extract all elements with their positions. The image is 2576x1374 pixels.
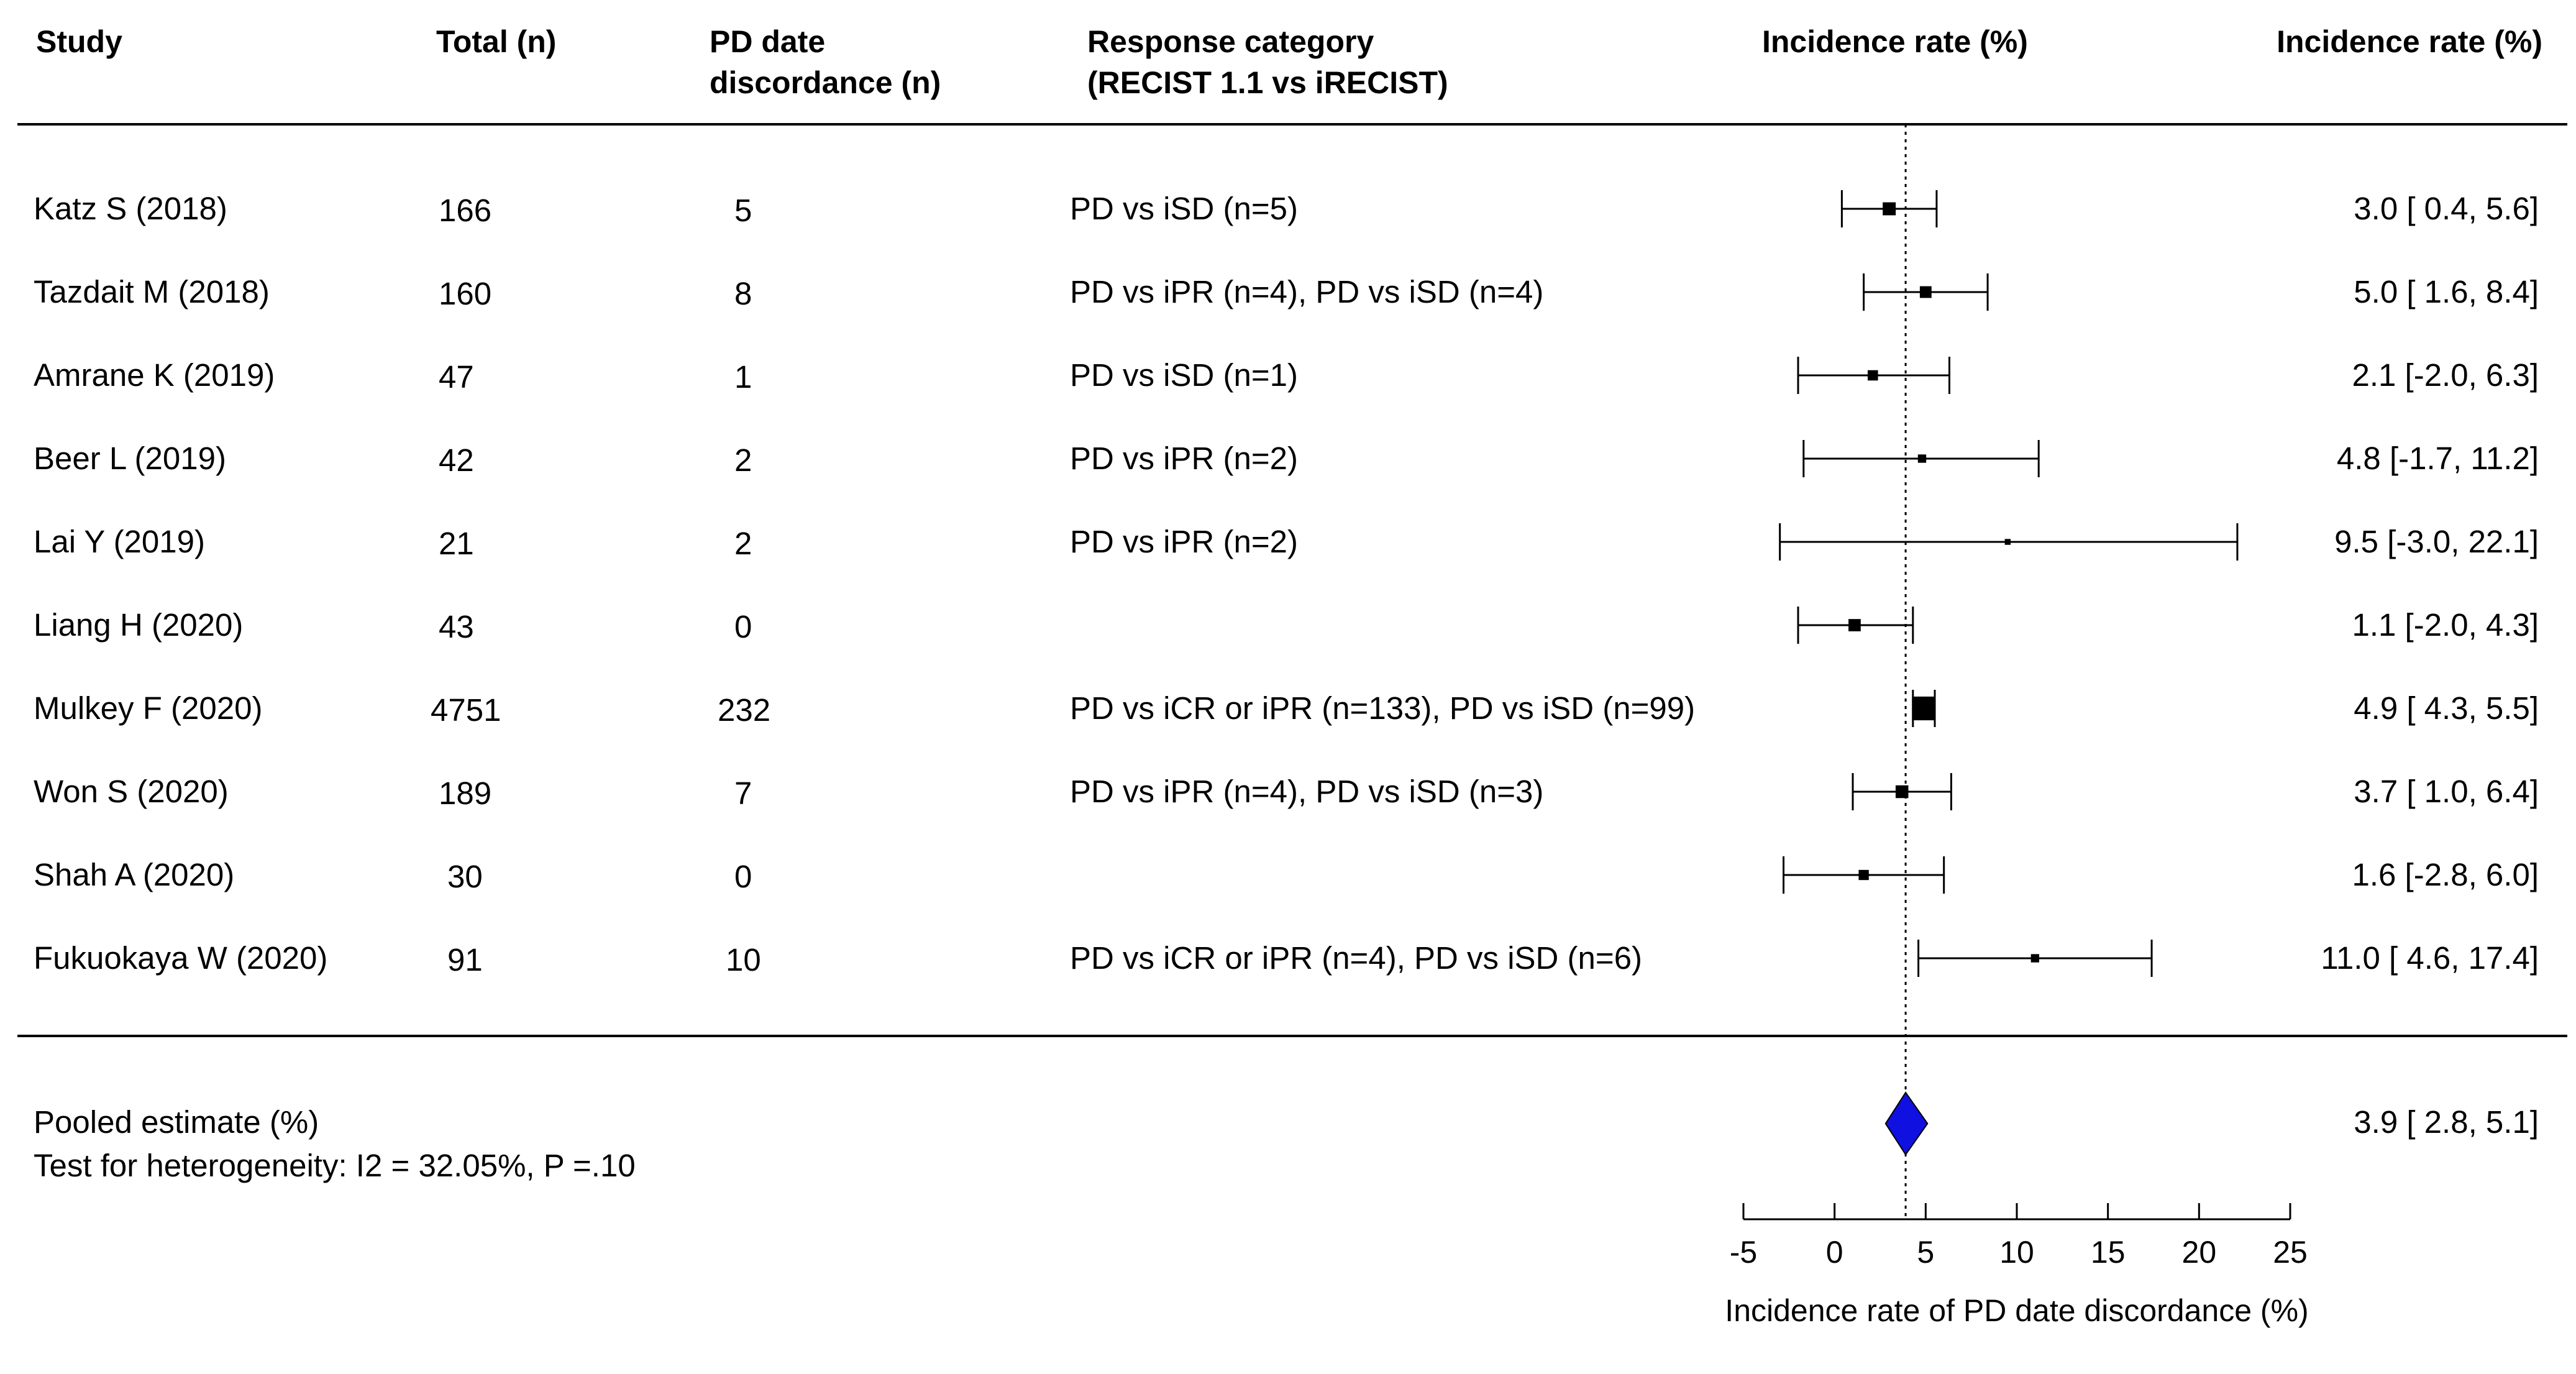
row-pd-discordance: 2 [734,526,752,561]
row-study-name: Fukuokaya W (2020) [34,940,328,976]
pooled-label: Pooled estimate (%) [34,1104,319,1140]
row-estimate-text: 5.0 [ 1.6, 8.4] [2354,274,2539,309]
point-estimate [1895,785,1909,799]
header-pd-line1: PD date [710,24,826,59]
row-estimate-text: 11.0 [ 4.6, 17.4] [2321,940,2539,976]
row-response: PD vs iCR or iPR (n=133), PD vs iSD (n=9… [1070,690,1696,726]
row-pd-discordance: 0 [734,609,752,644]
pooled-divider [17,1035,2567,1037]
row-total: 166 [439,193,492,228]
header-response-line2: (RECIST 1.1 vs iRECIST) [1087,65,1448,100]
row-estimate-text: 4.8 [-1.7, 11.2] [2336,441,2539,476]
point-estimate [2004,539,2011,545]
header-plot-incidence: Incidence rate (%) [1762,24,2028,59]
header-pd-discordance: PD date discordance (n) [710,21,941,103]
point-estimate [2030,954,2040,963]
row-response: PD vs iPR (n=4), PD vs iSD (n=4) [1070,274,1544,309]
row-estimate-text: 1.6 [-2.8, 6.0] [2352,857,2539,892]
row-study-name: Liang H (2020) [34,607,244,643]
row-study-name: Won S (2020) [34,774,229,809]
heterogeneity-test: Test for heterogeneity: I2 = 32.05%, P =… [34,1148,636,1183]
header-value-incidence: Incidence rate (%) [2277,24,2542,59]
row-study-name: Mulkey F (2020) [34,690,263,726]
row-estimate-text: 4.9 [ 4.3, 5.5] [2354,690,2539,726]
row-estimate-text: 1.1 [-2.0, 4.3] [2352,607,2539,643]
point-estimate [1919,286,1932,298]
row-estimate-text: 9.5 [-3.0, 22.1] [2334,524,2539,559]
header-divider [17,123,2567,126]
row-pd-discordance: 8 [734,276,752,311]
x-tick-label: 20 [2182,1235,2217,1270]
pooled-diamond [1884,1091,1929,1156]
row-estimate-text: 2.1 [-2.0, 6.3] [2352,357,2539,393]
x-tick-label: 10 [1999,1235,2034,1270]
header-pd-line2: discordance (n) [710,65,941,100]
point-estimate [1883,202,1896,216]
x-tick-label: 5 [1917,1235,1934,1270]
row-total: 91 [447,942,483,978]
row-total: 4751 [431,692,501,728]
row-response: PD vs iSD (n=5) [1070,191,1299,226]
point-estimate [1858,869,1869,881]
x-axis-label: Incidence rate of PD date discordance (%… [1725,1293,2308,1328]
x-tick-label: 15 [2091,1235,2126,1270]
row-pd-discordance: 2 [734,442,752,478]
row-response: PD vs iCR or iPR (n=4), PD vs iSD (n=6) [1070,940,1643,976]
header-total: Total (n) [436,24,557,59]
row-total: 160 [439,276,492,311]
row-pd-discordance: 232 [718,692,771,728]
row-total: 43 [439,609,474,644]
x-tick-label: 25 [2273,1235,2308,1270]
row-total: 30 [447,859,483,894]
row-total: 189 [439,776,492,811]
row-pd-discordance: 5 [734,193,752,228]
header-response-category: Response category (RECIST 1.1 vs iRECIST… [1087,21,1448,103]
row-total: 47 [439,359,474,395]
row-study-name: Amrane K (2019) [34,357,275,393]
x-tick-label: 0 [1826,1235,1843,1270]
row-study-name: Beer L (2019) [34,441,226,476]
row-study-name: Tazdait M (2018) [34,274,270,309]
point-estimate [1917,454,1927,463]
x-tick-label: -5 [1730,1235,1757,1270]
row-total: 42 [439,442,474,478]
point-estimate [1848,619,1861,631]
header-study: Study [36,24,122,59]
point-estimate [1912,696,1936,721]
row-response: PD vs iPR (n=4), PD vs iSD (n=3) [1070,774,1544,809]
point-estimate [1867,370,1878,381]
row-pd-discordance: 10 [726,942,761,978]
row-response: PD vs iPR (n=2) [1070,441,1299,476]
row-estimate-text: 3.7 [ 1.0, 6.4] [2354,774,2539,809]
row-response: PD vs iSD (n=1) [1070,357,1299,393]
row-study-name: Shah A (2020) [34,857,235,892]
row-total: 21 [439,526,474,561]
row-study-name: Katz S (2018) [34,191,227,226]
row-pd-discordance: 0 [734,859,752,894]
pooled-estimate-text: 3.9 [ 2.8, 5.1] [2354,1104,2539,1140]
row-pd-discordance: 1 [734,359,752,395]
row-study-name: Lai Y (2019) [34,524,205,559]
row-response: PD vs iPR (n=2) [1070,524,1299,559]
row-pd-discordance: 7 [734,776,752,811]
row-estimate-text: 3.0 [ 0.4, 5.6] [2354,191,2539,226]
header-response-line1: Response category [1087,24,1374,59]
